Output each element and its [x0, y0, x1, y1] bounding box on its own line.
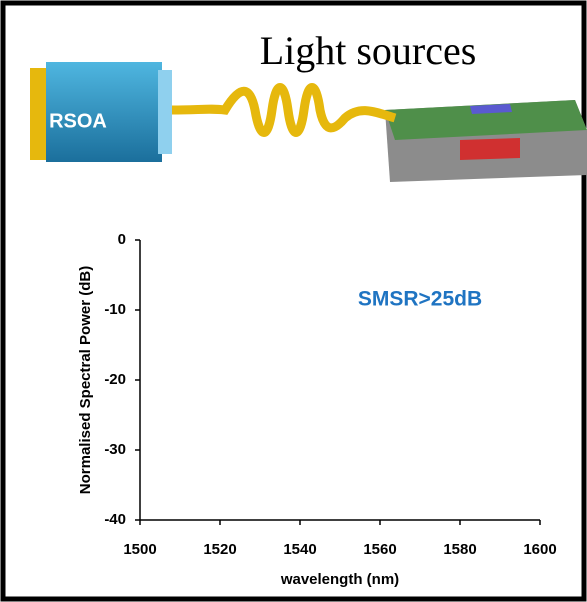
figure-title: Light sources: [260, 28, 477, 73]
x-tick-label: 1560: [363, 541, 396, 558]
y-tick-label: -30: [104, 441, 126, 458]
y-tick-label: -40: [104, 511, 126, 528]
annotation: SMSR>25dB: [358, 288, 482, 311]
x-tick-label: 1540: [283, 541, 316, 558]
y-tick-label: 0: [118, 231, 126, 248]
y-tick-label: -10: [104, 301, 126, 318]
x-tick-label: 1580: [443, 541, 476, 558]
x-tick-label: 1600: [523, 541, 556, 558]
x-axis-label: wavelength (nm): [280, 571, 399, 588]
x-tick-label: 1500: [123, 541, 156, 558]
figure: RSOA Light sources SMSR>25dB wavelength …: [0, 0, 587, 602]
rsoa-side: [158, 70, 172, 154]
y-tick-label: -20: [104, 371, 126, 388]
y-axis-label: Normalised Spectral Power (dB): [77, 266, 94, 494]
x-tick-label: 1520: [203, 541, 236, 558]
chip-layer: [460, 138, 520, 160]
rsoa-label: RSOA: [49, 110, 107, 132]
rsoa-end: [30, 68, 46, 160]
